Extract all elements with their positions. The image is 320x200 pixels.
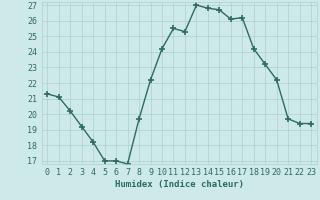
- X-axis label: Humidex (Indice chaleur): Humidex (Indice chaleur): [115, 180, 244, 189]
